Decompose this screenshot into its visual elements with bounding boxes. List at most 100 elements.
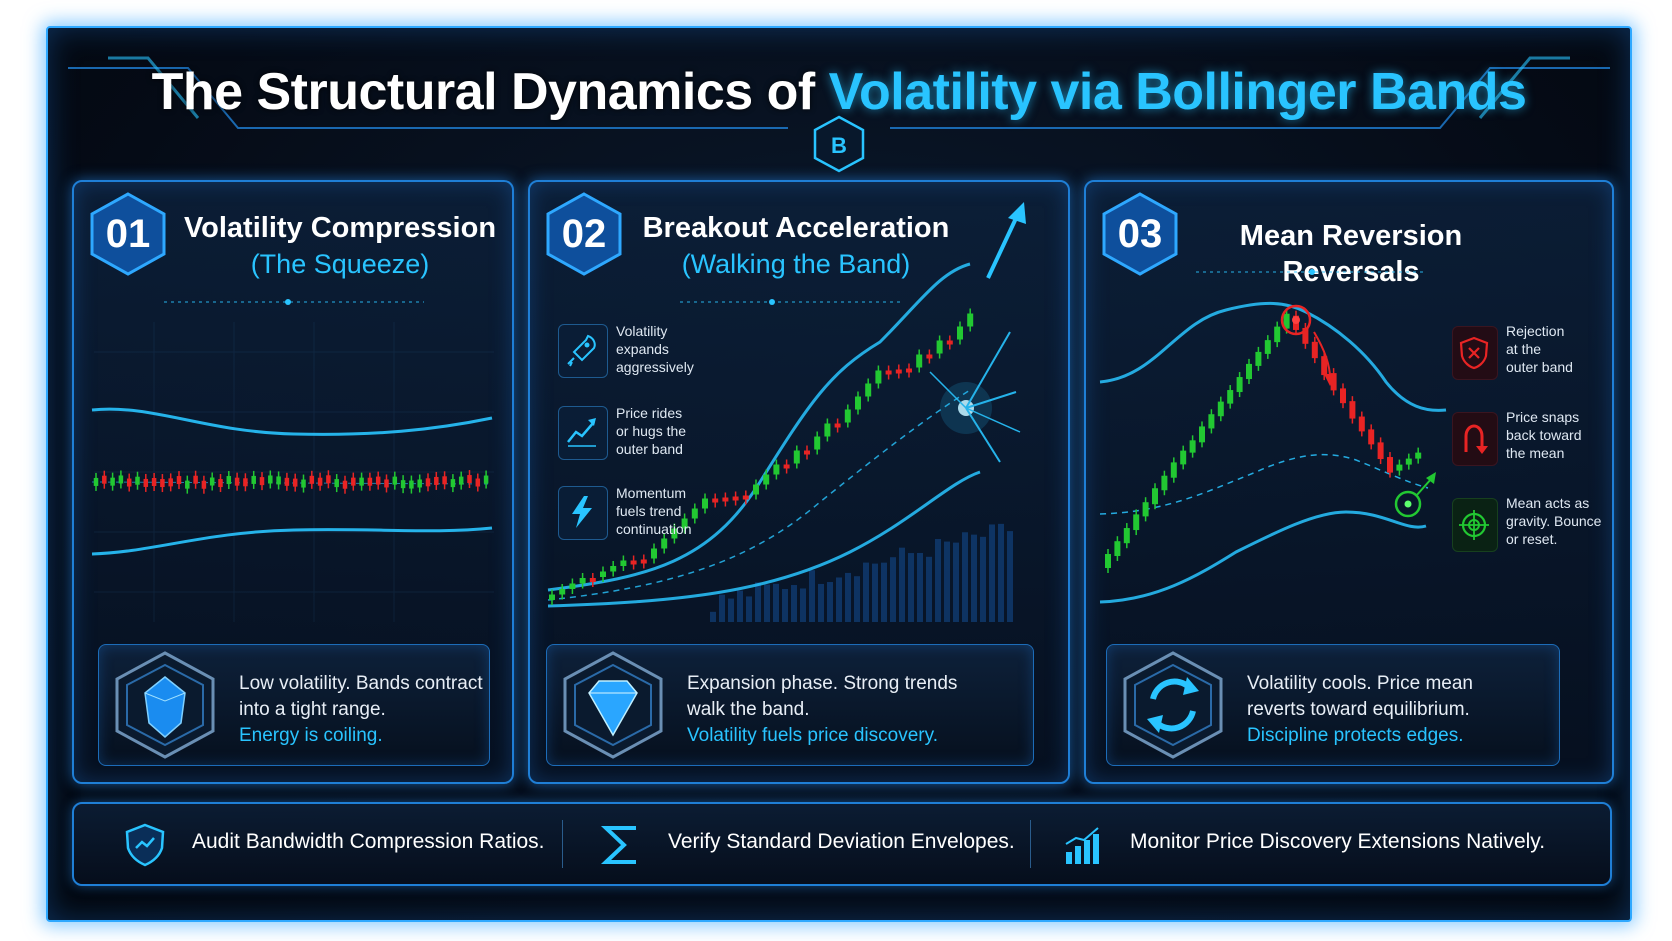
panel-number: 01 — [105, 212, 151, 256]
candle-body — [1415, 452, 1422, 459]
candle-body — [1264, 340, 1271, 354]
candle-body — [93, 477, 99, 486]
caption-highlight: Energy is coiling. — [239, 725, 383, 746]
footer-divider — [562, 820, 563, 868]
rocket-icon — [567, 334, 596, 367]
feature-line: continuation — [616, 521, 692, 537]
volume-bar — [755, 582, 761, 622]
footer-text: Monitor Price Discovery Extensions Nativ… — [1130, 830, 1546, 853]
candle-body — [400, 480, 406, 489]
infographic-frame: The Structural Dynamics of Volatility vi… — [46, 26, 1632, 922]
candle-body — [885, 370, 892, 375]
candle-body — [600, 571, 606, 577]
candle-body — [483, 475, 489, 484]
candle-body — [268, 475, 273, 484]
shield-x-icon — [1459, 336, 1489, 370]
feature-line: outer band — [1506, 359, 1573, 375]
candle-body — [259, 477, 265, 486]
u-turn-icon — [1464, 424, 1488, 454]
feature-line: Price rides — [616, 405, 683, 421]
candle-body — [569, 583, 576, 589]
feature-rejection: Rejection at the outer band — [1452, 322, 1602, 384]
candle-body — [1114, 541, 1121, 557]
panel-number: 03 — [1117, 212, 1163, 256]
candle-body — [712, 498, 719, 503]
candle-body — [160, 479, 165, 488]
bar-growth-icon — [1065, 827, 1099, 864]
candle-body — [1405, 458, 1412, 465]
candle-body — [702, 498, 708, 509]
feature-line: Mean acts as — [1506, 495, 1590, 511]
candle-body — [875, 370, 882, 384]
panel-number-badge: 03 — [1102, 192, 1178, 276]
candle-body — [844, 409, 851, 423]
candle-body — [1217, 401, 1224, 417]
candle-body — [1208, 414, 1215, 429]
candle-body — [234, 477, 240, 486]
candle-body — [895, 369, 902, 374]
volume-bar — [782, 589, 788, 622]
candle-body — [834, 423, 841, 428]
candle-body — [392, 476, 398, 485]
caption-line-1: Expansion phase. Strong trends — [687, 673, 958, 694]
candle-body — [442, 476, 447, 485]
feature-volatility-expands: Volatility expands aggressively — [558, 322, 758, 382]
reversion-candles — [1105, 308, 1422, 573]
volume-bar — [998, 523, 1004, 622]
candle-body — [1142, 502, 1149, 517]
volume-bar — [764, 584, 770, 622]
candle-body — [102, 475, 107, 484]
volume-bar — [890, 557, 896, 622]
candle-body — [1349, 401, 1356, 419]
candle-body — [168, 478, 173, 487]
candle-body — [589, 578, 596, 582]
candle-body — [1387, 457, 1393, 473]
panel-title: Volatility Compression (The Squeeze) — [180, 210, 500, 282]
feature-text: Volatility expands aggressively — [616, 322, 694, 376]
lightning-icon — [572, 496, 592, 528]
title-accent: Volatility via Bollinger Bands — [828, 63, 1527, 121]
panel-title-main: Breakout Acceleration — [642, 212, 950, 244]
candle-body — [1321, 356, 1328, 376]
footer-text: Verify Standard Deviation Envelopes. — [668, 830, 1015, 853]
caption-text: Low volatility. Bands contract into a ti… — [239, 671, 483, 749]
candle-body — [763, 474, 770, 485]
volume-bar — [944, 541, 950, 622]
cycle-arrows-icon — [1123, 651, 1223, 759]
candle-body — [201, 480, 207, 489]
candle-body — [409, 480, 414, 489]
caption-highlight: Volatility fuels price discovery. — [687, 725, 938, 746]
volume-bar — [899, 547, 905, 622]
volume-bar — [827, 582, 833, 622]
candle-body — [475, 478, 481, 487]
candle-body — [243, 478, 248, 487]
breakout-candles — [549, 308, 974, 605]
volume-bar — [791, 585, 797, 622]
candle-body — [906, 368, 912, 373]
volume-bar — [872, 563, 878, 622]
candle-body — [946, 340, 953, 345]
candle-body — [301, 479, 306, 488]
candle-body — [1330, 373, 1337, 391]
volume-bar — [818, 583, 824, 622]
title-prefix: The Structural Dynamics of — [151, 63, 829, 121]
candle-body — [342, 480, 348, 489]
breakout-arrow-icon — [986, 202, 1026, 279]
candle-body — [1152, 488, 1158, 505]
candle-body — [276, 476, 281, 485]
candle-body — [681, 518, 688, 529]
feature-line: back toward — [1506, 427, 1582, 443]
candle-body — [579, 578, 586, 584]
volume-bar — [917, 552, 923, 622]
candle-body — [334, 479, 339, 488]
volume-bar — [719, 594, 725, 622]
candle-body — [753, 484, 759, 495]
candle-body — [640, 559, 647, 564]
volume-bars — [710, 523, 1013, 622]
panel-caption: Low volatility. Bands contract into a ti… — [98, 644, 490, 766]
candle-body — [916, 354, 923, 368]
candle-body — [793, 450, 800, 464]
feature-line: outer band — [616, 441, 683, 457]
candle-body — [1246, 363, 1252, 380]
squeeze-chart — [91, 299, 494, 622]
